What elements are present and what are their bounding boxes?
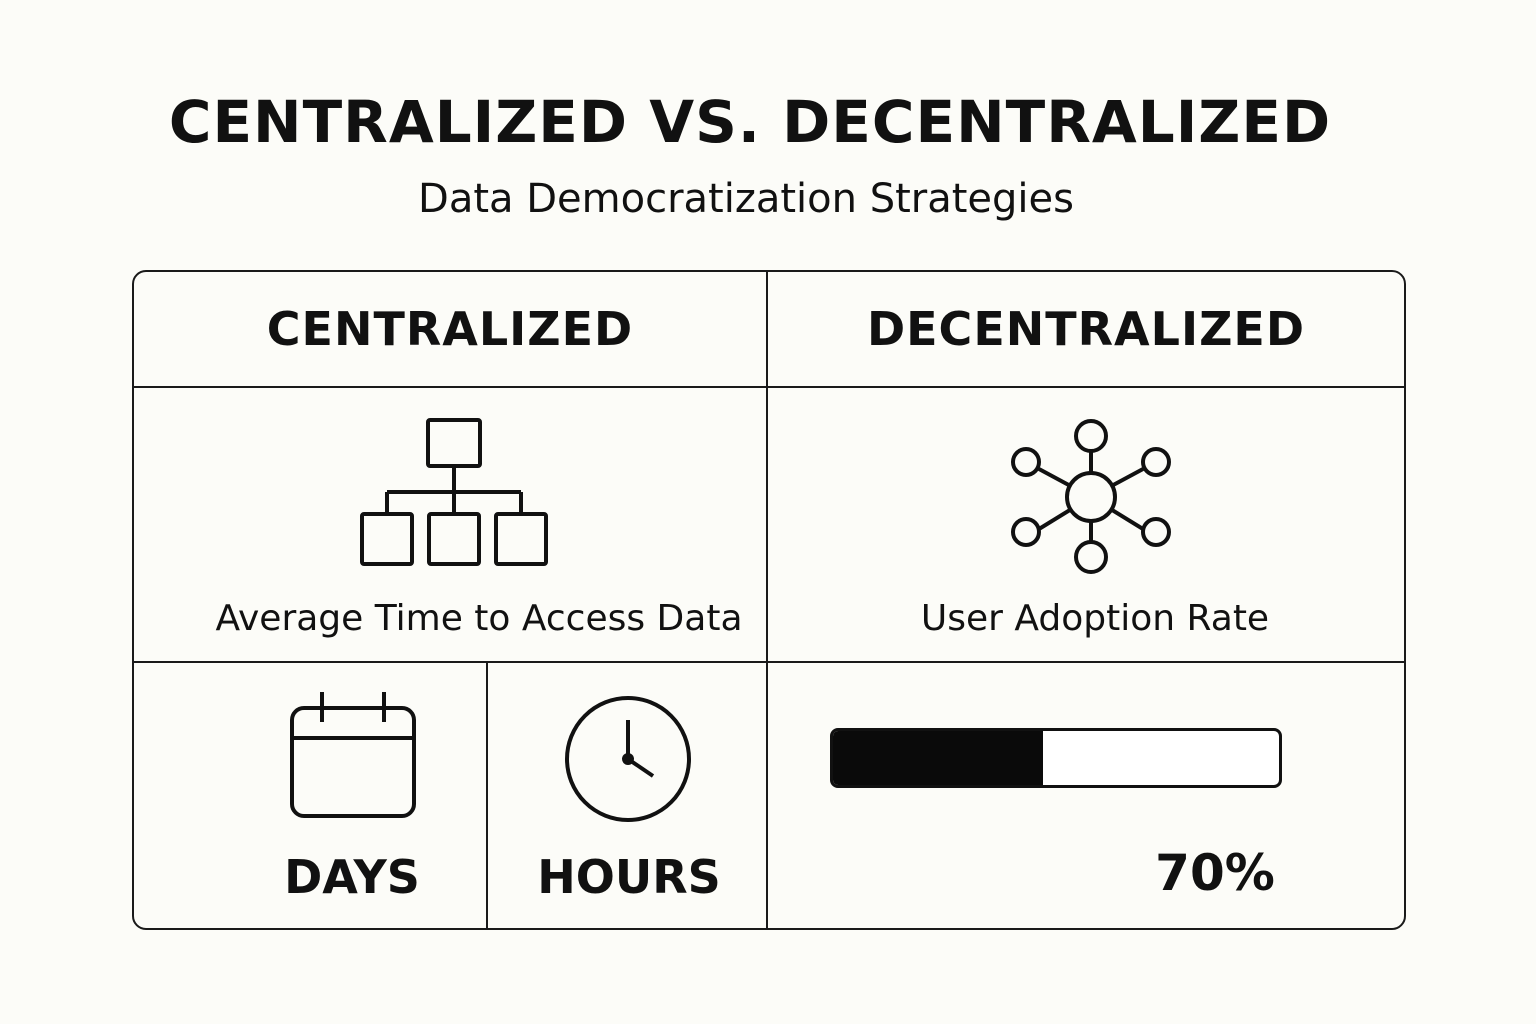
adoption-progress-fill	[833, 731, 1043, 785]
clock-icon	[565, 696, 691, 822]
centralized-metric-label: Average Time to Access Data	[215, 598, 743, 639]
page-subtitle: Data Democratization Strategies	[418, 176, 1074, 222]
centralized-heading: CENTRALIZED	[266, 302, 634, 356]
column-divider	[766, 271, 768, 929]
hours-label: HOURS	[537, 850, 721, 904]
page-title: CENTRALIZED VS. DECENTRALIZED	[168, 88, 1332, 156]
adoption-percentage: 70%	[1155, 844, 1275, 902]
adoption-progress-bar	[830, 728, 1282, 788]
network-hub-icon	[1011, 419, 1171, 574]
hierarchy-icon	[360, 418, 548, 566]
metric-row-divider	[133, 661, 1405, 663]
comparison-table	[132, 270, 1406, 930]
decentralized-metric-label: User Adoption Rate	[920, 598, 1270, 639]
units-divider	[486, 662, 488, 929]
decentralized-heading: DECENTRALIZED	[866, 302, 1306, 356]
header-row-divider	[133, 386, 1405, 388]
calendar-icon	[290, 692, 416, 818]
days-label: DAYS	[284, 850, 420, 904]
